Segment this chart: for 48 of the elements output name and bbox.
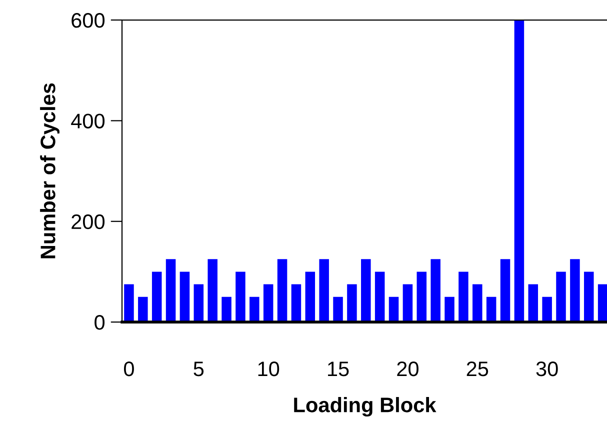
bar: [236, 272, 246, 322]
y-tick-label: 0: [94, 315, 105, 330]
bar: [458, 272, 468, 322]
bar: [556, 272, 566, 322]
bar: [291, 284, 302, 322]
bar: [166, 259, 176, 322]
bar: [180, 272, 190, 322]
bar: [250, 296, 260, 322]
bar: [598, 284, 607, 322]
bar: [277, 259, 288, 322]
bar: [500, 259, 510, 322]
x-tick-label: 10: [258, 361, 280, 376]
x-tick-label: 20: [397, 361, 418, 376]
bar: [528, 284, 538, 322]
x-tick-label: 5: [194, 362, 204, 376]
bar: [584, 272, 594, 322]
bar: [361, 259, 371, 322]
bar: [138, 296, 148, 322]
bar: [347, 284, 357, 322]
y-tick-label: 400: [71, 114, 105, 128]
x-tick-label: 0: [124, 361, 134, 376]
bar: [430, 259, 440, 322]
bar: [486, 296, 496, 322]
x-axis-title: Loading Block: [294, 397, 436, 417]
y-tick-label: 600: [72, 13, 105, 28]
bar: [514, 20, 524, 322]
bar: [402, 284, 413, 322]
y-axis-title: Number of Cycles: [40, 83, 60, 258]
bar: [374, 272, 385, 322]
bar: [263, 284, 274, 322]
bar: [305, 272, 316, 322]
bar: [208, 259, 218, 322]
bar: [416, 272, 427, 322]
bar: [333, 296, 343, 322]
bar: [444, 296, 454, 322]
bar: [472, 284, 482, 322]
bar: [124, 284, 134, 322]
bar: [222, 296, 232, 322]
x-tick-label: 30: [536, 361, 558, 376]
bar: [194, 284, 204, 322]
x-tick-label: 25: [466, 361, 488, 376]
bar: [388, 296, 399, 322]
bar: [152, 272, 162, 322]
bar: [570, 259, 580, 322]
bar: [319, 259, 329, 322]
y-tick-label: 200: [72, 214, 105, 230]
bar: [542, 296, 552, 322]
x-tick-label: 15: [328, 362, 349, 376]
